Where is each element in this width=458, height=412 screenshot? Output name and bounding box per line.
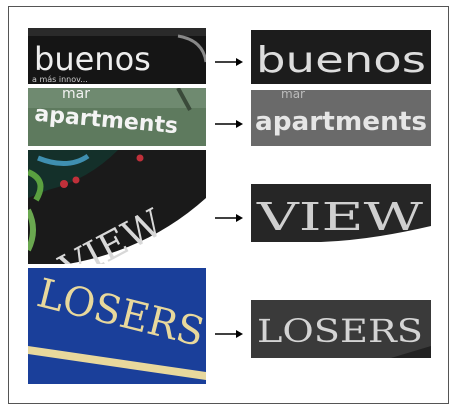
original-image-view: VIEW (28, 150, 206, 264)
rectified-image-view: VIEW (251, 184, 431, 242)
original-top-text: mar (62, 88, 90, 102)
arrow-icon (214, 208, 244, 222)
arrow-icon (214, 114, 244, 128)
original-subtext: a más innov... (32, 75, 88, 84)
rectified-text: buenos (256, 40, 426, 81)
arrow-icon (214, 52, 244, 66)
original-image-buenos: buenos a más innov... (28, 28, 206, 84)
original-text: buenos (34, 40, 151, 78)
rectified-image-buenos: buenos (251, 30, 431, 84)
rectified-top-text: mar (281, 90, 305, 101)
rectified-text: LOSERS (257, 312, 423, 350)
rectified-text: apartments (255, 107, 427, 137)
rectified-image-losers: LOSERS (251, 300, 431, 358)
rectified-text: VIEW (255, 195, 423, 239)
original-image-losers: LOSERS (28, 268, 206, 384)
arrow-icon (214, 324, 244, 338)
rectified-image-apartments: mar apartments (251, 90, 431, 146)
original-image-apartments: mar apartments (28, 88, 206, 146)
